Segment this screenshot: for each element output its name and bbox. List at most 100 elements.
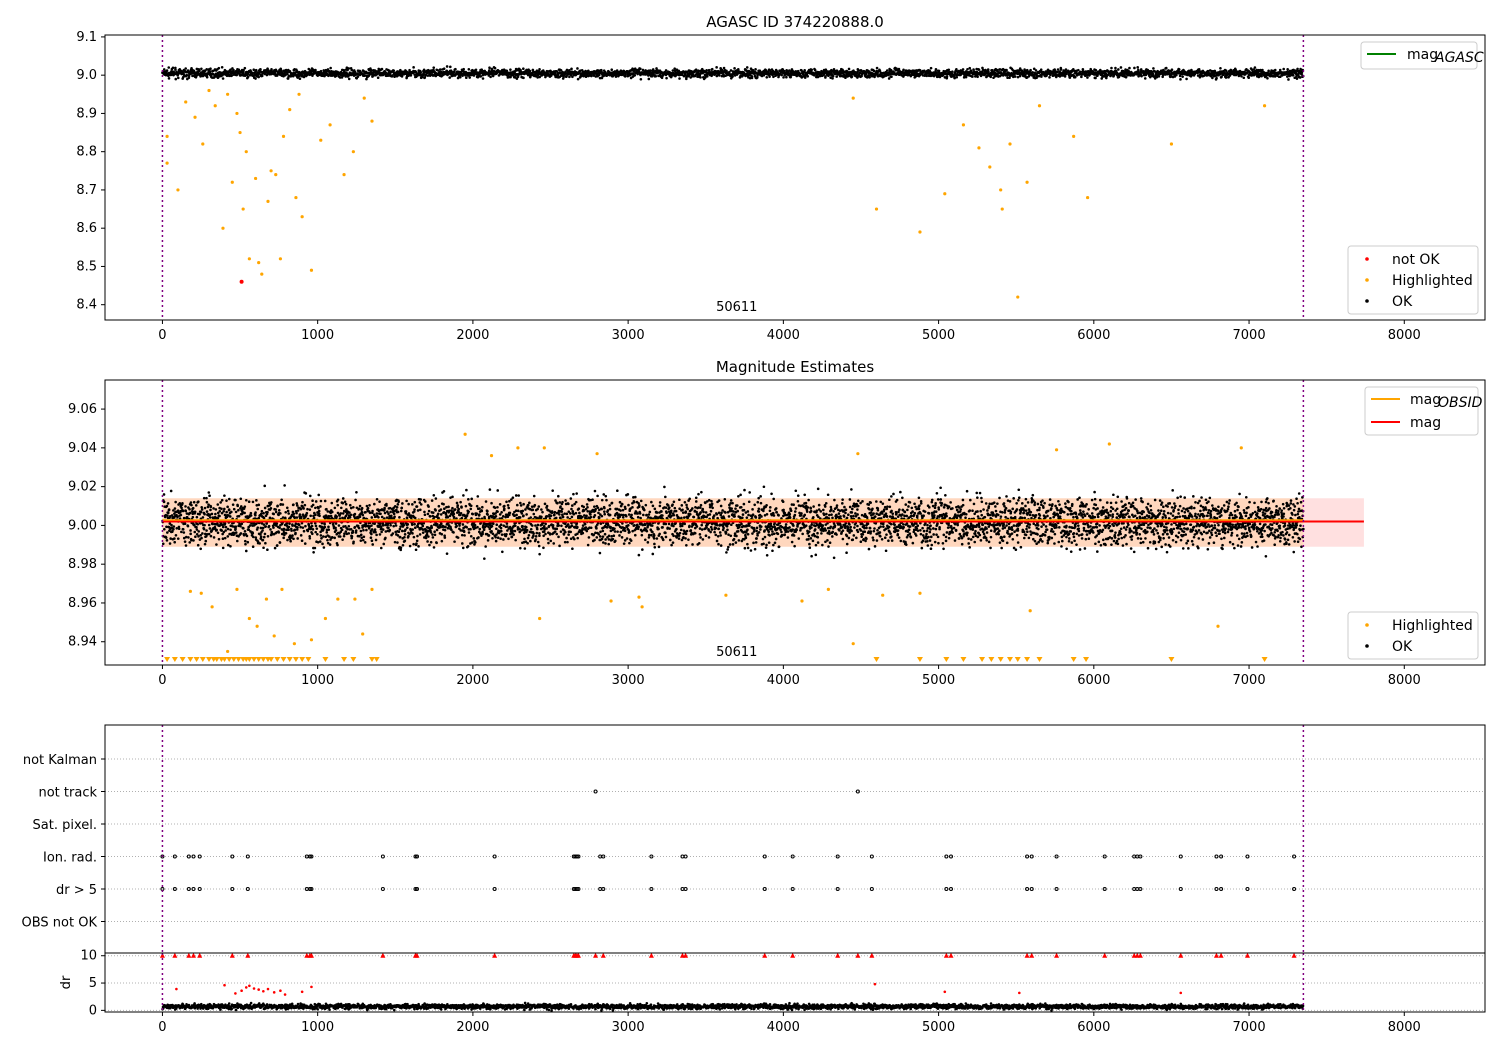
ok-point: [234, 531, 238, 534]
ok-point: [251, 500, 255, 504]
ok-point: [259, 526, 263, 530]
ok-point: [419, 508, 422, 512]
ok-point: [208, 527, 212, 530]
chart1-y-tick-label: 9.1: [76, 30, 97, 45]
ok-point: [198, 69, 201, 73]
ok-point: [433, 533, 437, 537]
ok-point: [961, 68, 965, 71]
ok-point: [237, 514, 241, 518]
chart1-legend-point-label: OK: [1392, 294, 1413, 310]
ok-point: [428, 543, 431, 547]
ok-point: [639, 77, 643, 81]
ok-point: [302, 529, 306, 533]
ok-point: [343, 532, 346, 536]
ok-point: [364, 510, 367, 514]
ok-point: [361, 538, 365, 542]
ok-point: [384, 536, 387, 540]
ok-point: [254, 511, 257, 514]
ok-point: [301, 500, 304, 504]
ok-point: [387, 512, 390, 515]
ok-point: [203, 506, 207, 510]
ok-point: [199, 510, 203, 514]
ok-point: [458, 75, 462, 79]
chart1-y-tick-label: 8.5: [76, 259, 97, 274]
ok-point: [362, 516, 366, 520]
ok-point: [1179, 78, 1182, 81]
ok-point: [267, 69, 270, 72]
ok-point: [350, 68, 354, 72]
ok-point: [384, 71, 388, 74]
ok-point: [426, 540, 429, 543]
ok-point: [313, 546, 317, 550]
ok-point: [705, 75, 709, 78]
ok-point: [333, 536, 336, 540]
ok-point: [1152, 67, 1155, 70]
ok-point: [191, 74, 194, 78]
ok-point: [373, 502, 376, 506]
ok-point: [237, 69, 241, 73]
ok-point: [327, 525, 330, 529]
ok-point: [393, 540, 397, 544]
ok-point: [173, 537, 176, 540]
ok-point: [185, 73, 189, 77]
ok-point: [400, 506, 404, 510]
ok-point: [358, 504, 362, 508]
ok-point: [314, 500, 318, 503]
ok-point: [454, 67, 457, 71]
ok-point: [351, 531, 355, 534]
ok-point: [402, 523, 406, 527]
ok-point: [186, 524, 190, 528]
ok-point: [197, 530, 200, 533]
ok-point: [387, 526, 390, 530]
ok-point: [288, 70, 292, 73]
chart1-highlighted-point: [266, 199, 270, 204]
ok-point: [431, 511, 435, 514]
ok-point: [412, 66, 415, 69]
ok-point: [258, 542, 261, 545]
ok-point: [198, 512, 201, 516]
chart1-highlighted-point: [257, 261, 261, 265]
chart1-highlighted-point: [309, 268, 314, 272]
ok-point: [337, 524, 341, 527]
ok-point: [308, 536, 312, 540]
ok-point: [433, 530, 436, 533]
ok-point: [281, 503, 285, 506]
ok-point: [274, 508, 278, 511]
ok-point: [310, 524, 314, 528]
ok-point: [1094, 68, 1098, 72]
ok-point: [442, 502, 445, 506]
ok-point: [401, 543, 405, 547]
ok-point: [416, 534, 419, 538]
ok-point: [336, 498, 340, 502]
ok-point: [341, 512, 345, 515]
ok-point: [195, 67, 199, 71]
ok-point: [374, 538, 378, 542]
ok-point: [1261, 68, 1264, 72]
ok-point: [398, 535, 402, 539]
ok-point: [254, 77, 257, 80]
chart1-highlighted-point: [1169, 142, 1174, 146]
chart1-highlighted-point: [260, 272, 264, 276]
ok-point: [480, 68, 484, 71]
ok-point: [370, 539, 374, 542]
chart1-highlighted-point: [961, 123, 966, 127]
ok-point: [433, 515, 436, 519]
ok-point: [467, 67, 471, 71]
ok-point: [294, 522, 298, 526]
chart1-highlighted-point: [269, 169, 273, 173]
ok-point: [423, 510, 426, 514]
ok-point: [509, 68, 512, 71]
chart1-highlighted-point: [253, 176, 258, 181]
ok-point: [223, 494, 226, 497]
ok-point: [264, 541, 267, 545]
ok-point: [397, 500, 400, 504]
ok-point: [227, 508, 231, 511]
ok-point: [263, 484, 267, 488]
ok-point: [347, 524, 351, 528]
ok-point: [220, 498, 224, 502]
ok-point: [259, 512, 263, 516]
ok-point: [173, 507, 177, 510]
ok-point: [269, 528, 272, 531]
ok-point: [1077, 68, 1080, 72]
